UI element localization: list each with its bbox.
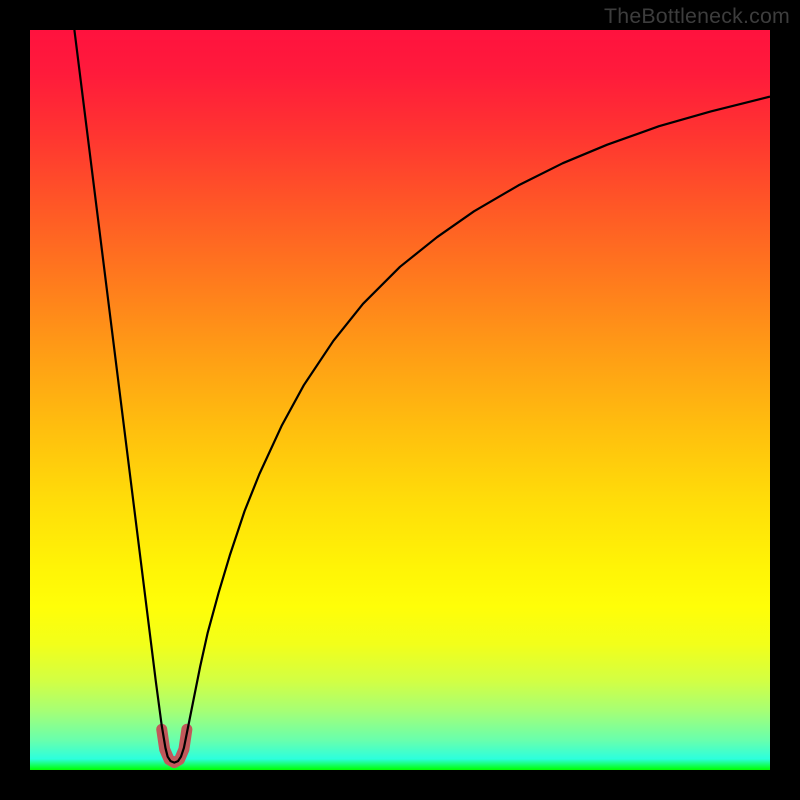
gradient-background	[30, 30, 770, 770]
chart-frame: TheBottleneck.com	[0, 0, 800, 800]
plot-area	[30, 30, 770, 770]
chart-canvas	[30, 30, 770, 770]
watermark-text: TheBottleneck.com	[604, 4, 790, 29]
